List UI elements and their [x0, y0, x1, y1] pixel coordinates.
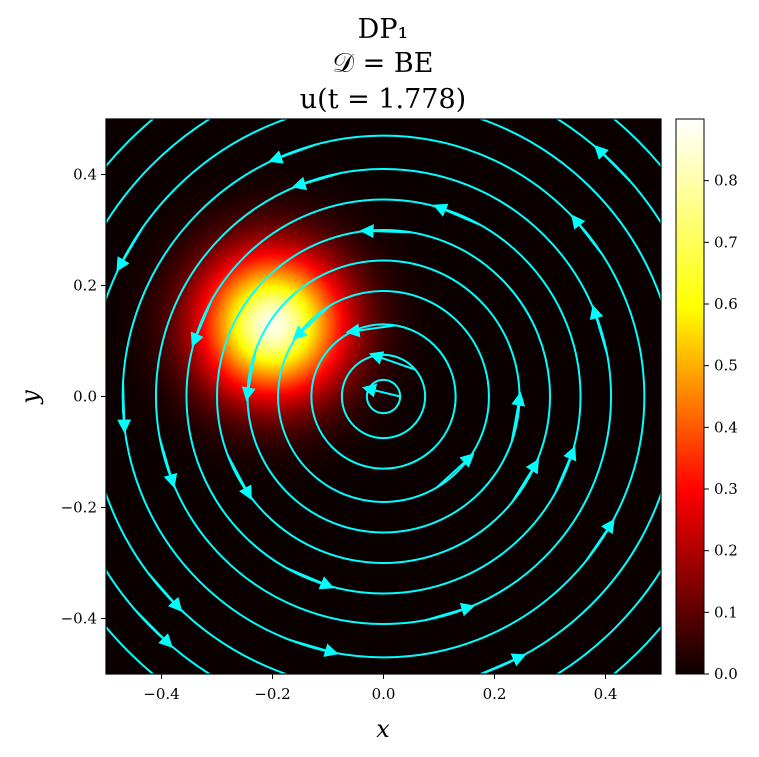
streamline-arrow: [368, 351, 416, 371]
colorbar-tick-label: 0.4: [714, 418, 738, 436]
y-axis-ticks: 0.4 0.2 0.0 −0.2 −0.4: [61, 166, 106, 628]
streamline-arrow: [594, 145, 632, 183]
streamline-arrow: [158, 438, 178, 489]
streamline: [154, 167, 613, 626]
streamline-arrow: [361, 383, 401, 398]
streamline-arrow: [436, 453, 475, 489]
streamline-arrow: [584, 518, 615, 562]
streamline-arrow: [446, 706, 489, 717]
streamline-arrow: [286, 567, 335, 590]
x-tick-label: 0.0: [372, 685, 396, 703]
y-tick-label: 0.0: [73, 388, 97, 406]
colorbar: 0.0 0.1 0.2 0.3 0.4 0.5 0.6 0.7 0.8: [675, 118, 738, 683]
y-tick-label: 0.4: [73, 166, 97, 184]
streamline-arrow: [62, 290, 74, 333]
streamline-arrow: [571, 214, 604, 256]
streamline-arrow: [226, 454, 252, 501]
streamline-arrow: [47, 527, 66, 567]
streamline-arrow: [328, 753, 372, 757]
streamline-arrow: [478, 653, 527, 674]
streamline: [310, 323, 457, 470]
y-tick-label: −0.4: [61, 610, 97, 628]
streamline-arrow: [292, 304, 331, 340]
streamline-arrow: [116, 227, 144, 272]
colorbar-tick-label: 0.2: [714, 542, 738, 560]
colorbar-tick-label: 0.6: [714, 295, 738, 313]
y-tick-label: 0.2: [73, 277, 97, 295]
streamline-arrow: [241, 350, 257, 402]
streamline-arrow: [135, 610, 173, 648]
streamline-arrow: [510, 391, 526, 443]
colorbar-gradient: [675, 118, 705, 675]
streamline-arrow: [190, 299, 213, 348]
y-tick-label: −0.2: [61, 499, 97, 517]
streamline-arrow: [554, 445, 577, 494]
title-line-1: DP₁: [358, 14, 409, 45]
colorbar-tick-label: 0.0: [714, 665, 738, 683]
streamline-arrow: [291, 171, 342, 191]
streamline: [277, 290, 490, 503]
streamline-arrow: [511, 458, 540, 503]
streamline-arrow: [359, 224, 411, 239]
heatmap: [106, 119, 661, 674]
colorbar-tick-label: 0.1: [714, 603, 738, 621]
streamline: [185, 198, 582, 595]
colorbar-ticks: 0.0 0.1 0.2 0.3 0.4 0.5 0.6 0.7 0.8: [704, 172, 738, 683]
colorbar-tick-label: 0.7: [714, 233, 738, 251]
title-line-3: u(t = 1.778): [300, 84, 466, 115]
plot-area: −0.4 −0.2 0.0 0.2 0.4 0.4 0.2 0.0 −0.2 −0.4: [47, 118, 662, 757]
x-tick-label: 0.4: [594, 685, 618, 703]
title-line-2: 𝒟 = BE: [333, 48, 434, 79]
chart-title: DP₁ 𝒟 = BE u(t = 1.778): [300, 14, 466, 115]
streamline-arrow: [289, 638, 339, 657]
colorbar-tick-label: 0.3: [714, 480, 738, 498]
streamline-arrow: [147, 572, 183, 612]
streamline-arrow: [589, 304, 609, 355]
colorbar-tick-label: 0.8: [714, 172, 738, 190]
x-axis-ticks: −0.4 −0.2 0.0 0.2 0.4: [143, 674, 617, 703]
x-axis-label: x: [376, 715, 390, 743]
streamline-arrow: [268, 143, 317, 164]
streamline-arrow: [117, 382, 132, 434]
x-tick-label: −0.2: [254, 685, 290, 703]
y-axis-label: y: [16, 390, 44, 405]
streamlines: [47, 119, 661, 757]
streamline-arrow: [432, 203, 481, 226]
x-tick-label: 0.2: [483, 685, 507, 703]
x-tick-label: −0.4: [143, 685, 179, 703]
streamline-arrow: [345, 323, 396, 338]
streamline: [216, 229, 551, 564]
colorbar-tick-label: 0.5: [714, 357, 738, 375]
streamline-arrow: [425, 602, 476, 622]
